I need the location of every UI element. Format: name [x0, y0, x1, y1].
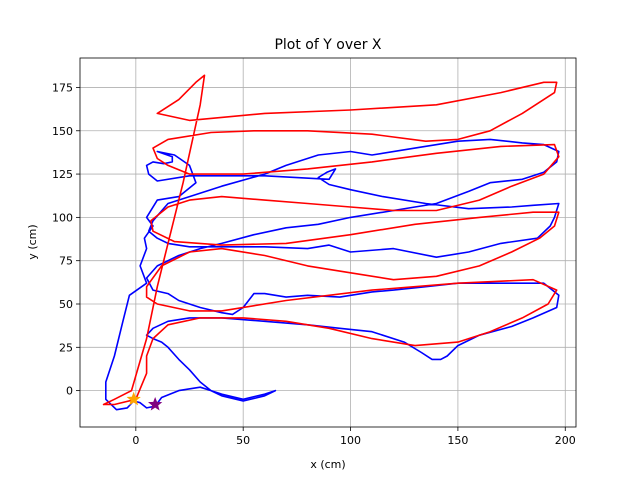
marker-star-1: [126, 391, 141, 406]
y-axis: 0 25 50 75 100 125 150 175: [52, 81, 80, 398]
markers: [126, 391, 163, 411]
y-tick-label: 75: [59, 255, 73, 268]
series-line-2: [102, 74, 560, 406]
chart-title: Plot of Y over X: [274, 37, 381, 53]
y-tick-label: 50: [59, 298, 73, 311]
series-line-1: [105, 138, 560, 411]
x-axis-label: x (cm): [310, 458, 345, 471]
x-tick-label: 150: [447, 434, 468, 447]
x-axis: 0 50 100 150 200: [132, 427, 576, 447]
plot-frame: [79, 57, 577, 428]
y-tick-label: 150: [52, 125, 73, 138]
y-tick-label: 100: [52, 211, 73, 224]
y-tick-label: 175: [52, 81, 73, 94]
y-tick-label: 0: [66, 385, 73, 398]
marker-star-2: [148, 396, 163, 411]
x-tick-label: 50: [236, 434, 250, 447]
x-tick-label: 100: [340, 434, 361, 447]
y-tick-label: 25: [59, 341, 73, 354]
y-tick-label: 125: [52, 168, 73, 181]
plot-area: [102, 74, 560, 411]
y-axis-label: y (cm): [26, 224, 39, 259]
grid: [80, 58, 576, 427]
x-tick-label: 200: [555, 434, 576, 447]
x-tick-label: 0: [132, 434, 139, 447]
